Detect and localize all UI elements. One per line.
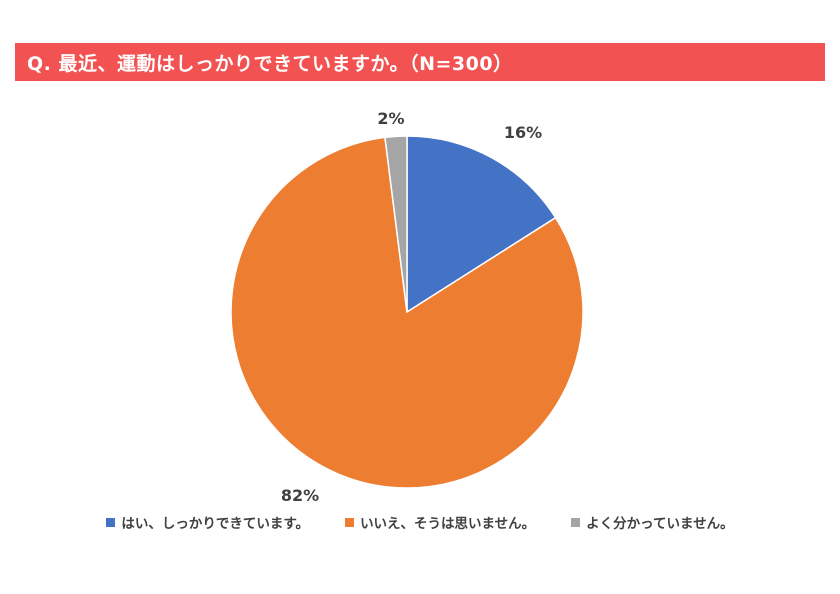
legend-item-unknown: よく分かっていません。	[571, 512, 734, 532]
legend-label-unknown: よく分かっていません。	[586, 516, 734, 532]
data-label-no: 82%	[281, 486, 319, 505]
legend-item-yes: はい、しっかりできています。	[106, 512, 309, 532]
data-label-unknown: 2%	[377, 109, 404, 128]
title-bar: Q. 最近、運動はしっかりできていますか。（N=300）	[15, 43, 825, 81]
chart-title: Q. 最近、運動はしっかりできていますか。（N=300）	[27, 52, 513, 75]
pie-slice-yes	[406, 135, 557, 314]
pie-slice-unknown	[384, 135, 408, 313]
legend-swatch-yes	[106, 517, 116, 527]
legend-swatch-no	[345, 517, 355, 527]
legend-item-no: いいえ、そうは思いません。	[345, 512, 535, 532]
legend-swatch-unknown	[571, 517, 581, 527]
pie-slice-no	[230, 136, 584, 489]
data-label-yes: 16%	[504, 123, 542, 142]
legend: はい、しっかりできています。 いいえ、そうは思いません。 よく分かっていません。	[0, 512, 840, 532]
legend-label-yes: はい、しっかりできています。	[121, 516, 310, 532]
legend-label-no: いいえ、そうは思いません。	[360, 516, 536, 532]
